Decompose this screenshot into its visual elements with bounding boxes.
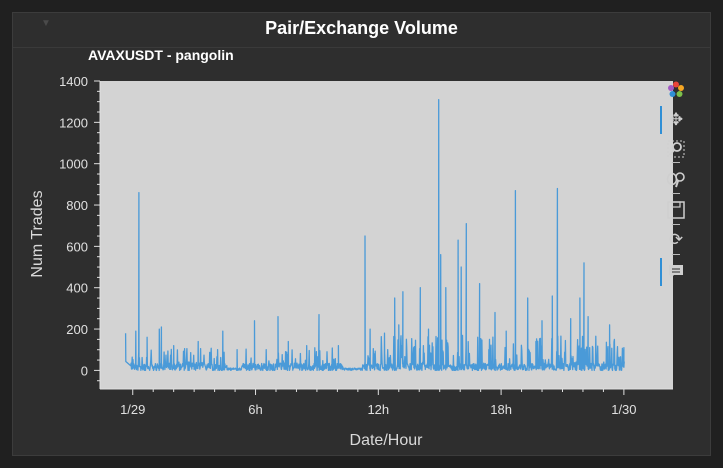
title-divider (13, 47, 710, 48)
y-tick-label: 1200 (59, 115, 88, 130)
y-axis: 0 200 400 600 800 1000 1200 1400 (59, 74, 101, 389)
x-axis: 1/29 6h 12h 18h 1/30 (100, 388, 673, 417)
toolbar-separator (672, 224, 680, 225)
y-tick-label: 800 (66, 198, 88, 213)
pan-tool-icon[interactable]: ✥ (660, 106, 686, 134)
y-tick-label: 1400 (59, 74, 88, 89)
y-tick-label: 200 (66, 322, 88, 337)
y-axis-label: Num Trades (29, 190, 46, 277)
x-axis-label: Date/Hour (350, 432, 424, 449)
toolbar-separator (672, 254, 680, 255)
plot-title: AVAXUSDT - pangolin (88, 47, 234, 63)
y-tick-label: 600 (66, 239, 88, 254)
plot-area[interactable] (100, 81, 673, 389)
panel-title: Pair/Exchange Volume (265, 18, 458, 38)
wheel-zoom-tool-icon[interactable] (666, 170, 686, 190)
x-tick-label: 18h (490, 402, 512, 417)
x-tick-label: 12h (367, 402, 389, 417)
x-tick-label: 6h (248, 402, 262, 417)
toolbar-separator (672, 193, 680, 194)
box-zoom-tool-icon[interactable] (666, 139, 686, 159)
x-tick-label: 1/29 (120, 402, 145, 417)
reset-tool-icon[interactable]: ⟳ (668, 230, 684, 249)
series-line-num-trades[interactable] (124, 98, 625, 372)
x-tick-label: 1/30 (611, 402, 636, 417)
chart-toolbar: ✥ ⟳ (660, 66, 688, 286)
bokeh-logo-icon[interactable] (666, 80, 686, 100)
y-tick-label: 400 (66, 281, 88, 296)
collapse-icon[interactable]: ▼ (41, 18, 51, 29)
hover-tool-icon[interactable] (660, 258, 686, 286)
toolbar-separator (672, 162, 680, 163)
y-tick-label: 1000 (59, 157, 88, 172)
save-tool-icon[interactable] (666, 200, 686, 220)
y-tick-label: 0 (81, 363, 88, 378)
